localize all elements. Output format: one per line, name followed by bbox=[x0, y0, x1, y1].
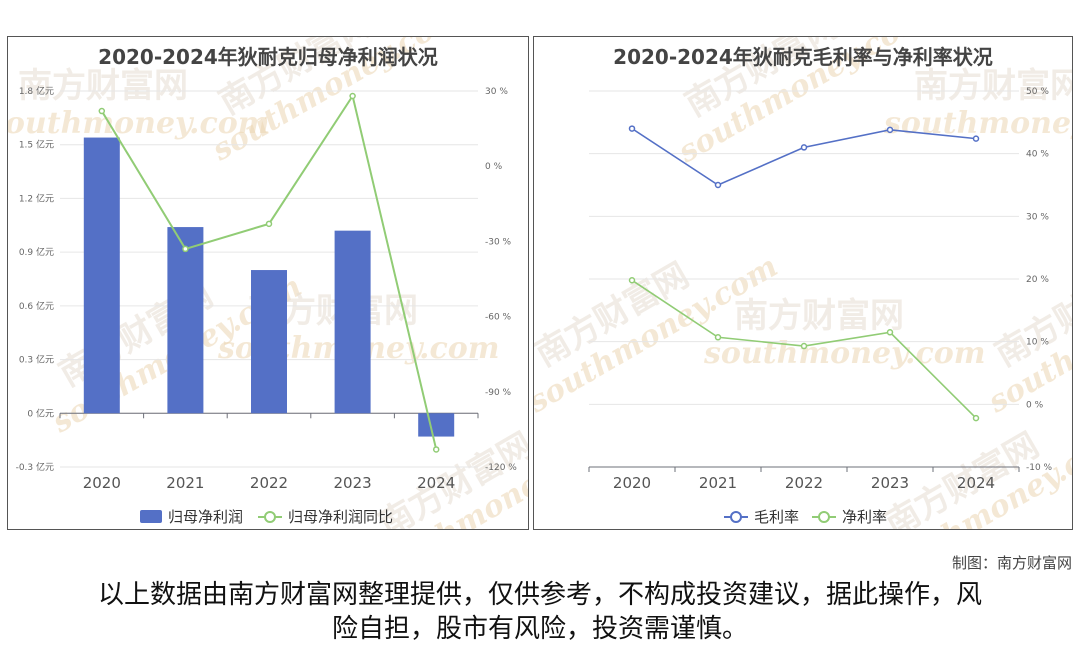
margins-chart: 南方财富网southmoney.com南方财富网southmoney.com南方… bbox=[534, 37, 1073, 529]
y-tick-label-right: -30 % bbox=[485, 237, 512, 247]
x-tick-label: 2024 bbox=[417, 474, 455, 492]
line-point bbox=[432, 446, 440, 453]
watermark-text: southmoney.com bbox=[883, 106, 1073, 141]
chart-panel-margins: 南方财富网southmoney.com南方财富网southmoney.com南方… bbox=[533, 36, 1073, 530]
x-tick-label: 2021 bbox=[699, 474, 737, 492]
line-point bbox=[886, 329, 894, 336]
chart-maker-credit: 制图：南方财富网 bbox=[951, 554, 1072, 572]
watermark-text: southmoney.com bbox=[8, 106, 269, 141]
line-point bbox=[714, 181, 722, 189]
net-profit-chart: 南方财富网southmoney.com南方财富网southmoney.com南方… bbox=[8, 37, 528, 529]
bar bbox=[418, 413, 455, 437]
line-point bbox=[98, 107, 106, 115]
y-tick-label-left: 0.6 亿元 bbox=[19, 300, 54, 312]
y-tick-label-left: 1.2 亿元 bbox=[19, 192, 54, 204]
y-tick-label-right: 30 % bbox=[1026, 212, 1049, 222]
legend-label: 归母净利润 bbox=[168, 508, 243, 526]
y-tick-label-right: 40 % bbox=[1026, 150, 1049, 160]
line-point bbox=[800, 144, 808, 151]
x-tick-label: 2023 bbox=[871, 474, 909, 492]
line-point bbox=[972, 135, 980, 142]
disclaimer-line-1: 以上数据由南方财富网整理提供，仅供参考，不构成投资建议，据此操作，风 bbox=[97, 580, 982, 610]
bar bbox=[334, 230, 371, 414]
bar bbox=[83, 137, 120, 414]
legend-swatch-marker bbox=[818, 511, 830, 523]
chart-title-margins: 2020-2024年狄耐克毛利率与净利率状况 bbox=[613, 45, 993, 69]
line-point bbox=[628, 125, 636, 132]
line-point bbox=[800, 342, 808, 350]
x-tick-label: 2021 bbox=[166, 474, 204, 492]
line-point bbox=[349, 92, 356, 100]
x-tick-label: 2022 bbox=[250, 474, 288, 492]
x-tick-label: 2024 bbox=[957, 474, 995, 492]
line-point bbox=[714, 334, 722, 341]
y-tick-label-right: 30 % bbox=[485, 87, 508, 97]
y-tick-label-left: -0.3 亿元 bbox=[16, 461, 54, 473]
x-tick-label: 2020 bbox=[83, 474, 121, 492]
y-tick-label-left: 0.9 亿元 bbox=[19, 246, 54, 258]
legend-label: 毛利率 bbox=[754, 508, 799, 526]
legend-swatch-marker bbox=[730, 511, 742, 523]
line-point bbox=[886, 126, 894, 134]
y-tick-label-right: -90 % bbox=[485, 388, 512, 398]
line-point bbox=[972, 414, 980, 422]
y-tick-label-right: -60 % bbox=[485, 313, 512, 323]
line-point bbox=[265, 220, 273, 228]
legend-swatch-bar bbox=[140, 510, 162, 523]
legend-label: 归母净利润同比 bbox=[288, 508, 393, 526]
x-tick-label: 2020 bbox=[613, 474, 651, 492]
y-tick-label-left: 1.8 亿元 bbox=[19, 85, 54, 97]
x-tick-label: 2022 bbox=[785, 474, 823, 492]
y-tick-label-right: -120 % bbox=[485, 463, 517, 473]
x-tick-label: 2023 bbox=[334, 474, 372, 492]
chart-title-net-profit: 2020-2024年狄耐克归母净利润状况 bbox=[98, 45, 438, 69]
bar bbox=[167, 227, 204, 414]
y-tick-label-right: -10 % bbox=[1026, 463, 1053, 473]
y-tick-label-right: 20 % bbox=[1026, 275, 1049, 285]
disclaimer-line-2: 险自担，股市有风险，投资需谨慎。 bbox=[331, 614, 748, 644]
legend-label: 净利率 bbox=[842, 508, 887, 526]
bar bbox=[251, 270, 287, 414]
line-point bbox=[182, 245, 189, 253]
y-tick-label-left: 0.3 亿元 bbox=[19, 354, 54, 366]
watermark-text: 南方财富网 bbox=[18, 66, 188, 106]
y-tick-label-left: 0 亿元 bbox=[27, 407, 54, 419]
y-tick-label-right: 0 % bbox=[485, 162, 503, 172]
y-tick-label-right: 0 % bbox=[1026, 400, 1044, 410]
chart-panel-net-profit: 南方财富网southmoney.com南方财富网southmoney.com南方… bbox=[7, 36, 529, 530]
y-tick-label-left: 1.5 亿元 bbox=[19, 139, 54, 151]
watermark-text: 南方财富网 bbox=[734, 296, 904, 336]
watermark-text: 南方财富网 bbox=[914, 66, 1073, 106]
line-point bbox=[628, 277, 636, 284]
legend-swatch-marker bbox=[264, 511, 276, 523]
y-tick-label-right: 10 % bbox=[1026, 338, 1049, 348]
y-tick-label-right: 50 % bbox=[1026, 87, 1049, 97]
disclaimer: 以上数据由南方财富网整理提供，仅供参考，不构成投资建议，据此操作，风 险自担，股… bbox=[60, 578, 1020, 646]
